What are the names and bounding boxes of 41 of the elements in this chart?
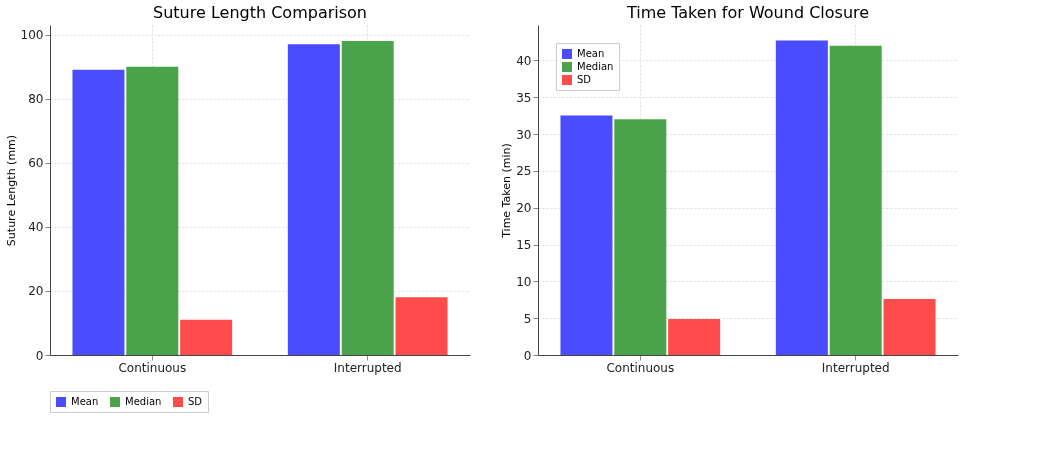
x-tick-label: Interrupted	[333, 360, 402, 375]
bar	[775, 40, 828, 355]
y-tick-label: 35	[516, 90, 532, 105]
legend-label: Mean	[577, 48, 605, 59]
y-tick-label: 20	[516, 201, 532, 216]
bar	[72, 69, 125, 355]
legend-label: SD	[577, 74, 592, 85]
chart-title: Time Taken for Wound Closure	[625, 3, 870, 22]
bar	[614, 119, 667, 355]
x-tick-label: Interrupted	[821, 360, 890, 375]
legend-label: Median	[577, 61, 614, 72]
chart-title: Suture Length Comparison	[153, 3, 367, 22]
y-axis-title: Suture Length (mm)	[4, 134, 18, 247]
y-tick-label: 25	[516, 164, 532, 179]
y-tick-label: 80	[28, 92, 44, 107]
bar	[395, 297, 448, 355]
y-tick-label: 100	[20, 28, 44, 43]
y-tick-label: 40	[516, 53, 532, 68]
y-tick-label: 40	[28, 220, 44, 235]
x-tick-label: Continuous	[118, 360, 187, 375]
bar	[341, 41, 394, 355]
bar	[829, 45, 882, 355]
legend-label: Mean	[71, 396, 99, 407]
y-tick-label: 5	[523, 311, 532, 326]
y-tick-label: 0	[35, 348, 44, 363]
y-tick-label: 20	[28, 284, 44, 299]
legend-label: Median	[125, 396, 162, 407]
y-tick-label: 0	[523, 348, 532, 363]
legend-label: SD	[188, 396, 203, 407]
y-tick-label: 10	[516, 274, 532, 289]
bar	[883, 299, 936, 355]
y-tick-label: 60	[28, 156, 44, 171]
bar	[287, 44, 340, 355]
bar	[180, 319, 233, 355]
x-tick-label: Continuous	[606, 360, 675, 375]
y-axis-title: Time Taken (min)	[500, 143, 514, 239]
bar	[668, 318, 721, 355]
bar	[126, 66, 179, 355]
y-tick-label: 15	[516, 238, 532, 253]
y-tick-label: 30	[516, 127, 532, 142]
bar	[560, 115, 613, 355]
